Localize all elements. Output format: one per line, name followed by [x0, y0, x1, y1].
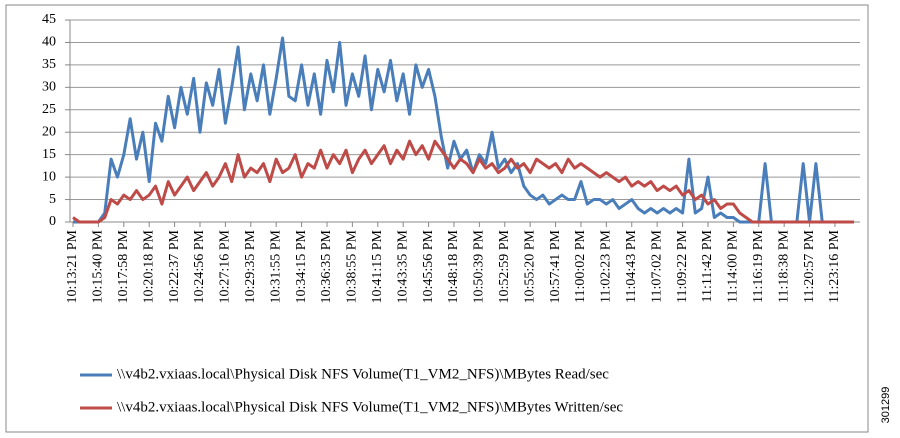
x-tick-label: 10:22:37 PM: [167, 229, 182, 303]
x-tick-label: 11:02:23 PM: [599, 229, 614, 303]
x-tick-label: 11:14:00 PM: [726, 229, 741, 303]
x-tick-label: 11:11:42 PM: [700, 229, 715, 302]
x-tick-label: 11:18:38 PM: [776, 229, 791, 303]
y-tick-label: 40: [42, 35, 56, 50]
x-tick-label: 11:16:19 PM: [751, 229, 766, 303]
x-tick-label: 10:45:56 PM: [421, 229, 436, 303]
x-tick-label: 10:13:21 PM: [65, 229, 80, 303]
x-tick-label: 10:55:20 PM: [522, 229, 537, 303]
x-tick-label: 10:34:15 PM: [294, 229, 309, 303]
data-line: [73, 36, 854, 224]
y-tick-label: 5: [49, 192, 56, 207]
x-tick-label: 10:17:58 PM: [116, 229, 131, 303]
figure-id: 301299: [880, 387, 892, 424]
x-tick-label: 10:43:35 PM: [395, 229, 410, 303]
chart-border: [5, 4, 869, 433]
y-tick-label: 30: [42, 80, 56, 95]
x-tick-label: 10:57:41 PM: [548, 229, 563, 303]
x-tick-label: 10:50:39 PM: [472, 229, 487, 303]
y-tick-label: 10: [42, 169, 56, 184]
x-tick-label: 10:31:55 PM: [268, 229, 283, 303]
x-tick-label: 10:15:40 PM: [91, 229, 106, 303]
x-tick-label: 11:07:02 PM: [649, 229, 664, 303]
x-tick-label: 10:38:55 PM: [345, 229, 360, 303]
data-line: [72, 139, 854, 224]
x-tick-label: 10:20:18 PM: [141, 229, 156, 303]
x-tick-label: 11:04:43 PM: [624, 229, 639, 303]
x-tick-label: 10:48:18 PM: [446, 229, 461, 303]
x-tick-label: 11:00:02 PM: [573, 229, 588, 303]
y-tick-label: 45: [42, 12, 56, 27]
legend-label: \\v4b2.vxiaas.local\Physical Disk NFS Vo…: [117, 366, 609, 382]
y-tick-label: 0: [49, 214, 56, 229]
y-tick-label: 25: [42, 102, 56, 117]
x-tick-label: 10:27:16 PM: [218, 229, 233, 303]
y-tick-label: 20: [42, 124, 56, 139]
x-tick-label: 10:36:35 PM: [319, 229, 334, 303]
x-tick-label: 11:20:57 PM: [802, 229, 817, 303]
x-tick-label: 11:09:22 PM: [675, 229, 690, 303]
x-tick-label: 10:52:59 PM: [497, 229, 512, 303]
y-tick-label: 35: [42, 57, 56, 72]
legend-label: \\v4b2.vxiaas.local\Physical Disk NFS Vo…: [117, 399, 623, 415]
x-tick-label: 10:41:15 PM: [370, 229, 385, 303]
x-tick-label: 10:24:56 PM: [192, 229, 207, 303]
x-tick-label: 10:29:35 PM: [243, 229, 258, 303]
y-tick-label: 15: [42, 147, 56, 162]
x-tick-label: 11:23:16 PM: [827, 229, 842, 303]
